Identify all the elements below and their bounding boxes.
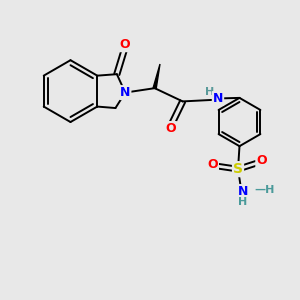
Text: N: N: [120, 86, 130, 99]
Text: N: N: [213, 92, 223, 105]
Text: O: O: [207, 158, 218, 171]
Text: O: O: [256, 154, 267, 167]
Text: H: H: [238, 197, 247, 207]
Text: O: O: [166, 122, 176, 135]
Text: H: H: [206, 87, 215, 97]
Text: —H: —H: [255, 185, 275, 195]
Polygon shape: [153, 64, 160, 89]
Text: O: O: [119, 38, 130, 51]
Text: S: S: [233, 162, 243, 176]
Text: N: N: [238, 185, 248, 198]
